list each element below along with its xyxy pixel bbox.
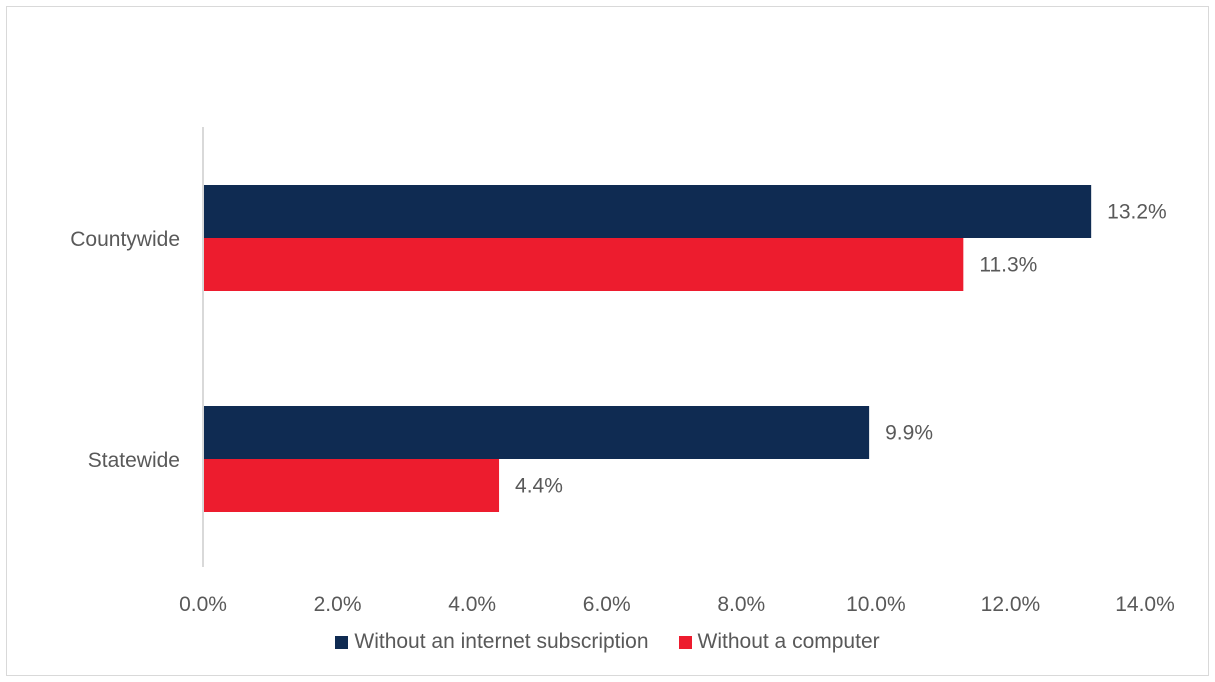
x-tick-label: 2.0% <box>314 593 362 616</box>
bar <box>204 406 870 459</box>
legend-label-internet: Without an internet subscription <box>354 630 649 653</box>
chart-bars <box>204 185 1092 512</box>
x-tick-label: 6.0% <box>583 593 631 616</box>
bar <box>204 238 964 291</box>
bar <box>204 185 1092 238</box>
chart-labels: Countywide 13.2% 11.3% Statewide 9.9% 4.4% <box>70 201 1166 498</box>
x-tick-label: 8.0% <box>717 593 765 616</box>
legend-item-computer: Without a computer <box>678 630 880 654</box>
category-label: Statewide <box>88 449 180 472</box>
data-label: 4.4% <box>515 475 563 498</box>
x-tick-label: 0.0% <box>179 593 227 616</box>
data-label: 9.9% <box>885 422 933 445</box>
x-tick-label: 4.0% <box>448 593 496 616</box>
chart-legend: Without an internet subscription Without… <box>0 630 1215 654</box>
data-label: 11.3% <box>979 254 1037 277</box>
legend-item-internet: Without an internet subscription <box>335 630 649 654</box>
data-label: 13.2% <box>1107 201 1167 224</box>
x-tick-label: 12.0% <box>981 593 1041 616</box>
chart-axes: 0.0% 2.0% 4.0% 6.0% 8.0% 10.0% 12.0% 14.0% <box>179 127 1175 616</box>
legend-swatch-internet <box>335 635 349 649</box>
legend-label-computer: Without a computer <box>697 630 880 653</box>
x-tick-label: 10.0% <box>846 593 906 616</box>
category-label: Countywide <box>70 228 180 251</box>
chart-frame <box>6 6 1209 676</box>
legend-swatch-computer <box>678 635 692 649</box>
bar <box>204 459 500 512</box>
x-tick-label: 14.0% <box>1115 593 1175 616</box>
